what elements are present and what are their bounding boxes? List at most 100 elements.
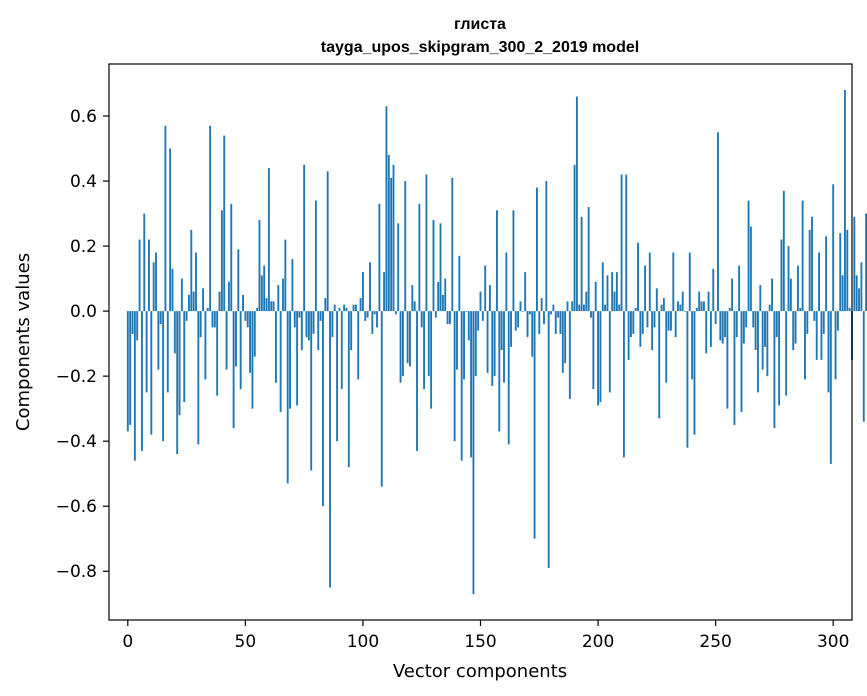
bar-303 <box>839 233 842 312</box>
bar-276 <box>775 311 778 338</box>
bar-91 <box>340 311 343 390</box>
bar-283 <box>792 311 795 351</box>
bar-201 <box>599 311 602 403</box>
bar-24 <box>183 311 186 403</box>
bar-179 <box>547 311 550 568</box>
bar-65 <box>279 311 282 412</box>
bar-44 <box>230 203 233 312</box>
bar-131 <box>434 311 437 318</box>
bar-52 <box>249 311 252 373</box>
bar-143 <box>463 311 465 380</box>
bar-26 <box>188 294 190 312</box>
bar-288 <box>804 311 806 380</box>
bar-312 <box>860 262 863 312</box>
bar-168 <box>521 311 524 312</box>
bar-30 <box>197 311 200 445</box>
bar-242 <box>695 307 698 312</box>
bar-175 <box>538 311 541 334</box>
bar-182 <box>554 311 557 334</box>
bar-21 <box>176 311 179 455</box>
bar-279 <box>782 190 785 312</box>
bar-132 <box>437 281 440 312</box>
bar-45 <box>232 311 235 429</box>
bar-203 <box>604 304 607 312</box>
bar-92 <box>343 304 346 312</box>
bar-105 <box>373 311 376 315</box>
bar-292 <box>813 311 816 321</box>
bar-76 <box>305 311 308 338</box>
bar-126 <box>423 311 426 390</box>
bar-50 <box>244 311 247 321</box>
bar-189 <box>571 301 574 312</box>
bar-115 <box>397 223 400 312</box>
bar-82 <box>319 311 322 321</box>
bar-12 <box>155 252 157 312</box>
bar-59 <box>265 298 268 312</box>
bar-69 <box>289 311 291 409</box>
bar-133 <box>439 223 442 312</box>
bar-5 <box>138 239 141 312</box>
bar-165 <box>514 311 517 331</box>
bar-2 <box>131 311 134 334</box>
bar-234 <box>677 301 679 312</box>
bar-174 <box>535 187 538 312</box>
bar-185 <box>561 311 564 373</box>
bar-176 <box>540 298 543 312</box>
bar-311 <box>858 288 860 312</box>
bar-98 <box>357 311 360 380</box>
bar-47 <box>237 249 240 312</box>
bar-116 <box>399 311 402 383</box>
bar-164 <box>512 210 515 312</box>
bar-79 <box>312 311 315 334</box>
bar-225 <box>655 288 658 312</box>
y-tick-label: 0.6 <box>70 107 97 127</box>
bar-74 <box>300 311 303 351</box>
bar-113 <box>392 164 395 312</box>
bar-155 <box>491 311 494 386</box>
bar-4 <box>136 311 139 341</box>
bar-151 <box>481 311 484 321</box>
bar-41 <box>223 135 226 312</box>
bar-147 <box>472 311 475 594</box>
bar-270 <box>761 311 764 370</box>
x-tick-label: 200 <box>582 632 614 652</box>
bar-263 <box>745 311 748 328</box>
bar-160 <box>503 311 505 383</box>
bar-163 <box>510 311 513 347</box>
bar-99 <box>359 298 362 312</box>
bar-278 <box>780 239 783 312</box>
bar-67 <box>284 239 287 312</box>
bar-102 <box>366 311 369 318</box>
bar-57 <box>260 275 263 312</box>
bar-134 <box>441 294 444 312</box>
bar-264 <box>747 200 750 312</box>
bar-32 <box>202 288 204 312</box>
bar-42 <box>225 311 228 370</box>
bar-273 <box>768 304 771 312</box>
bar-211 <box>622 311 625 458</box>
bar-29 <box>195 252 197 312</box>
bar-152 <box>484 265 487 312</box>
bar-86 <box>329 311 331 588</box>
bar-101 <box>364 311 367 321</box>
bar-235 <box>679 304 682 312</box>
bar-206 <box>611 272 614 312</box>
bar-121 <box>411 285 414 312</box>
bar-62 <box>272 301 275 312</box>
bar-248 <box>709 311 712 347</box>
bar-77 <box>307 311 310 341</box>
bar-63 <box>274 311 277 383</box>
bar-34 <box>206 307 209 312</box>
bar-240 <box>691 311 694 380</box>
bar-190 <box>573 164 576 312</box>
bar-220 <box>644 265 647 312</box>
bar-236 <box>681 291 684 312</box>
bar-95 <box>350 311 353 351</box>
bar-161 <box>505 252 508 312</box>
bar-9 <box>148 239 150 312</box>
bar-73 <box>298 311 301 318</box>
bar-90 <box>338 307 341 312</box>
bar-120 <box>409 311 411 367</box>
bar-56 <box>258 220 261 312</box>
bar-148 <box>474 311 477 377</box>
